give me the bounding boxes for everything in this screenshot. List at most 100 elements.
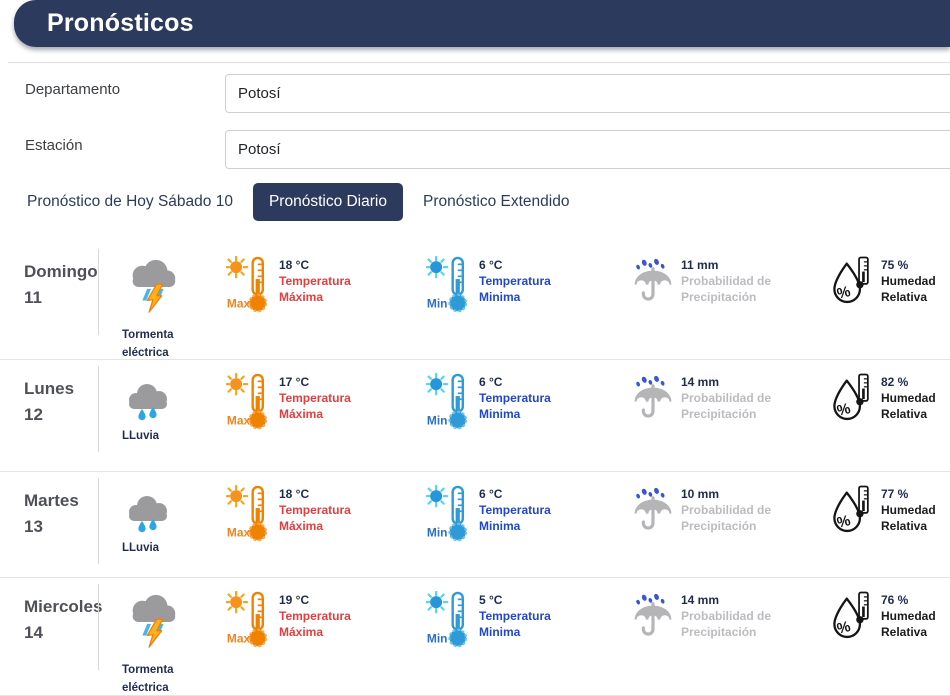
precipitation-umbrella-icon	[634, 593, 672, 636]
min-badge: Min	[427, 297, 448, 311]
percent-symbol: %	[835, 618, 852, 638]
precipitation-group: 11 mm Probabilidad de Precipitación	[632, 255, 771, 309]
precipitation-group: 14 mm Probabilidad de Precipitación	[632, 372, 771, 426]
day-name: Miercoles	[24, 597, 103, 616]
min-temp-group: Min 5 °C Temperatura Minima	[426, 590, 551, 651]
max-temperature-icon: Max	[226, 590, 268, 648]
department-label: Departamento	[25, 81, 121, 98]
humidity-group: % 82 % Humedad Relativa	[830, 372, 936, 428]
day-row: Miercoles 14	[0, 578, 950, 696]
humidity-label-1: Humedad	[881, 391, 936, 405]
precipitation-umbrella-icon	[634, 487, 672, 530]
storm-cloud-icon	[132, 594, 176, 648]
percent-symbol: %	[835, 283, 852, 303]
max-temp-label-1: Temperatura	[279, 391, 351, 405]
min-temp-group: Min 6 °C Temperatura Minima	[426, 484, 551, 545]
humidity-group: % 77 % Humedad Relativa	[830, 484, 936, 540]
precipitation-label-1: Probabilidad de	[681, 274, 772, 288]
min-temp-group: Min 6 °C Temperatura Minima	[426, 255, 551, 316]
max-temp-label-1: Temperatura	[279, 503, 351, 517]
precipitation-label-2: Precipitación	[681, 625, 757, 639]
max-badge: Max	[227, 526, 251, 540]
min-temp-label-1: Temperatura	[479, 609, 551, 623]
max-badge: Max	[227, 632, 251, 646]
tab-daily[interactable]: Pronóstico Diario	[252, 183, 403, 221]
forecast-list: Domingo 11	[0, 243, 950, 696]
day-name: Lunes	[24, 379, 75, 398]
precipitation-umbrella-icon	[634, 375, 672, 418]
station-input[interactable]	[225, 130, 950, 169]
precipitation-label-2: Precipitación	[681, 407, 757, 421]
precipitation-label-1: Probabilidad de	[681, 391, 772, 405]
min-temp-value: 6 °C	[479, 487, 503, 501]
min-temp-value: 6 °C	[479, 375, 503, 389]
department-input[interactable]	[225, 74, 950, 113]
precipitation-group: 14 mm Probabilidad de Precipitación	[632, 590, 771, 644]
day-header: Martes 13	[24, 488, 96, 541]
min-badge: Min	[427, 526, 448, 540]
day-row: Lunes 12	[0, 360, 950, 472]
max-temp-label-1: Temperatura	[279, 274, 351, 288]
day-header: Domingo 11	[24, 259, 98, 312]
rain-cloud-icon	[129, 496, 167, 533]
station-label: Estación	[25, 137, 83, 154]
max-temp-group: Max 19 °C Temperatura Máxima	[226, 590, 351, 651]
max-badge: Max	[227, 414, 251, 428]
min-temp-value: 5 °C	[479, 593, 503, 607]
precipitation-group: 10 mm Probabilidad de Precipitación	[632, 484, 771, 538]
day-divider	[98, 366, 99, 452]
humidity-label-1: Humedad	[881, 609, 936, 623]
tab-extended[interactable]: Pronóstico Extendido	[422, 193, 570, 210]
min-temp-label-2: Minima	[479, 625, 521, 639]
min-temperature-icon: Min	[426, 590, 468, 648]
humidity-drop-icon: %	[833, 591, 869, 639]
humidity-label-2: Relativa	[881, 519, 928, 533]
max-temp-group: Max 18 °C Temperatura Máxima	[226, 484, 351, 545]
max-temp-value: 18 °C	[279, 258, 310, 272]
tab-today[interactable]: Pronóstico de Hoy Sábado 10	[27, 193, 233, 210]
max-badge: Max	[227, 297, 251, 311]
max-temperature-icon: Max	[226, 372, 268, 430]
humidity-value: 75 %	[881, 258, 909, 272]
day-date: 14	[24, 623, 43, 643]
min-temp-label-1: Temperatura	[479, 503, 551, 517]
day-divider	[98, 478, 99, 564]
min-temp-label-2: Minima	[479, 290, 521, 304]
humidity-label-2: Relativa	[881, 625, 928, 639]
condition-label: LLuvia	[122, 542, 160, 554]
min-temperature-icon: Min	[426, 372, 468, 430]
max-temp-group: Max 18 °C Temperatura Máxima	[226, 255, 351, 316]
day-date: 13	[24, 517, 43, 537]
min-temp-group: Min 6 °C Temperatura Minima	[426, 372, 551, 433]
humidity-value: 82 %	[881, 375, 909, 389]
min-temp-label-2: Minima	[479, 519, 521, 533]
min-badge: Min	[427, 414, 448, 428]
min-temp-label-1: Temperatura	[479, 391, 551, 405]
max-temperature-icon: Max	[226, 255, 268, 313]
humidity-group: % 75 % Humedad Relativa	[830, 255, 936, 311]
max-temp-value: 18 °C	[279, 487, 310, 501]
percent-symbol: %	[835, 400, 852, 420]
day-name: Martes	[24, 491, 79, 510]
humidity-drop-icon: %	[833, 485, 869, 533]
humidity-drop-icon: %	[833, 373, 869, 421]
condition-cell: Tormenta eléctrica	[112, 249, 194, 363]
precipitation-value: 14 mm	[681, 375, 720, 389]
max-temp-label-2: Máxima	[279, 625, 324, 639]
condition-label: Tormenta eléctrica	[122, 329, 174, 359]
min-temp-value: 6 °C	[479, 258, 503, 272]
precipitation-value: 14 mm	[681, 593, 720, 607]
day-row: Domingo 11	[0, 243, 950, 360]
precipitation-label-2: Precipitación	[681, 519, 757, 533]
max-temp-value: 19 °C	[279, 593, 310, 607]
min-temperature-icon: Min	[426, 484, 468, 542]
forecast-tabs: Pronóstico de Hoy Sábado 10 Pronóstico D…	[25, 183, 571, 221]
day-divider	[98, 584, 99, 670]
condition-cell: LLuvia	[112, 366, 194, 446]
max-temp-label-2: Máxima	[279, 290, 324, 304]
rain-cloud-icon	[129, 384, 167, 421]
precipitation-value: 11 mm	[681, 258, 719, 272]
day-date: 12	[24, 405, 43, 425]
humidity-drop-icon: %	[833, 256, 869, 304]
max-temp-label-1: Temperatura	[279, 609, 351, 623]
